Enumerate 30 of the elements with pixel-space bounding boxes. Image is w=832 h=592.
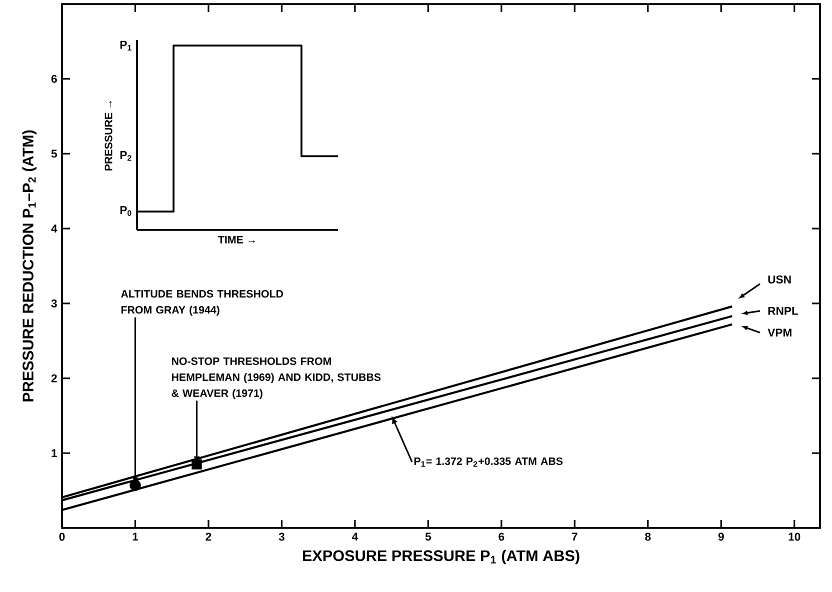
annotation: P$_{2}$ [120, 151, 132, 161]
legend-label: VPM [768, 328, 792, 337]
y-axis-title: PRESSURE → [104, 101, 112, 170]
y-tick-label: 1 [52, 449, 57, 458]
annotation: P$_{1}$= 1.372 P$_{2}$+0.335 ATM ABS [414, 457, 563, 467]
text: USN [768, 275, 791, 284]
x-tick-label: 10 [788, 532, 800, 541]
x-tick-label: 5 [425, 532, 432, 541]
x-tick-label: 9 [718, 532, 724, 541]
x-axis-title: EXPOSURE PRESSURE P$_{1}$ (ATM ABS) [302, 550, 580, 564]
x-axis-title: TIME → [218, 236, 255, 244]
y-tick-label: 5 [51, 150, 57, 158]
y-axis-title: PRESSURE REDUCTION P$_{1}$–P$_{2}$ (ATM) [22, 130, 37, 402]
x-tick-label: 6 [498, 532, 504, 541]
y-tick-label: 4 [51, 224, 58, 232]
x-tick-label: 4 [352, 532, 358, 540]
y-tick-label: 6 [51, 74, 57, 83]
annotation: ALTITUDE BENDS THRESHOLD FROM GRAY (1944) [121, 290, 284, 316]
annotation: P$_{0}$ [120, 206, 132, 216]
legend-label: RNPL [768, 307, 798, 315]
x-tick-label: 3 [278, 532, 284, 541]
y-tick-label: 3 [51, 299, 57, 308]
x-tick-label: 7 [572, 532, 578, 540]
x-tick-label: 8 [645, 532, 651, 541]
x-tick-label: 0 [59, 532, 65, 541]
x-tick-label: 1 [132, 532, 138, 540]
y-tick-label: 2 [51, 374, 57, 382]
annotation: P$_{1}$ [120, 40, 132, 50]
annotation: NO-STOP THRESHOLDS FROM HEMPLEMAN (1969) AND KIDD, STUBBS & WEAVER (1971) [172, 357, 381, 400]
x-tick-label: 2 [206, 532, 212, 541]
